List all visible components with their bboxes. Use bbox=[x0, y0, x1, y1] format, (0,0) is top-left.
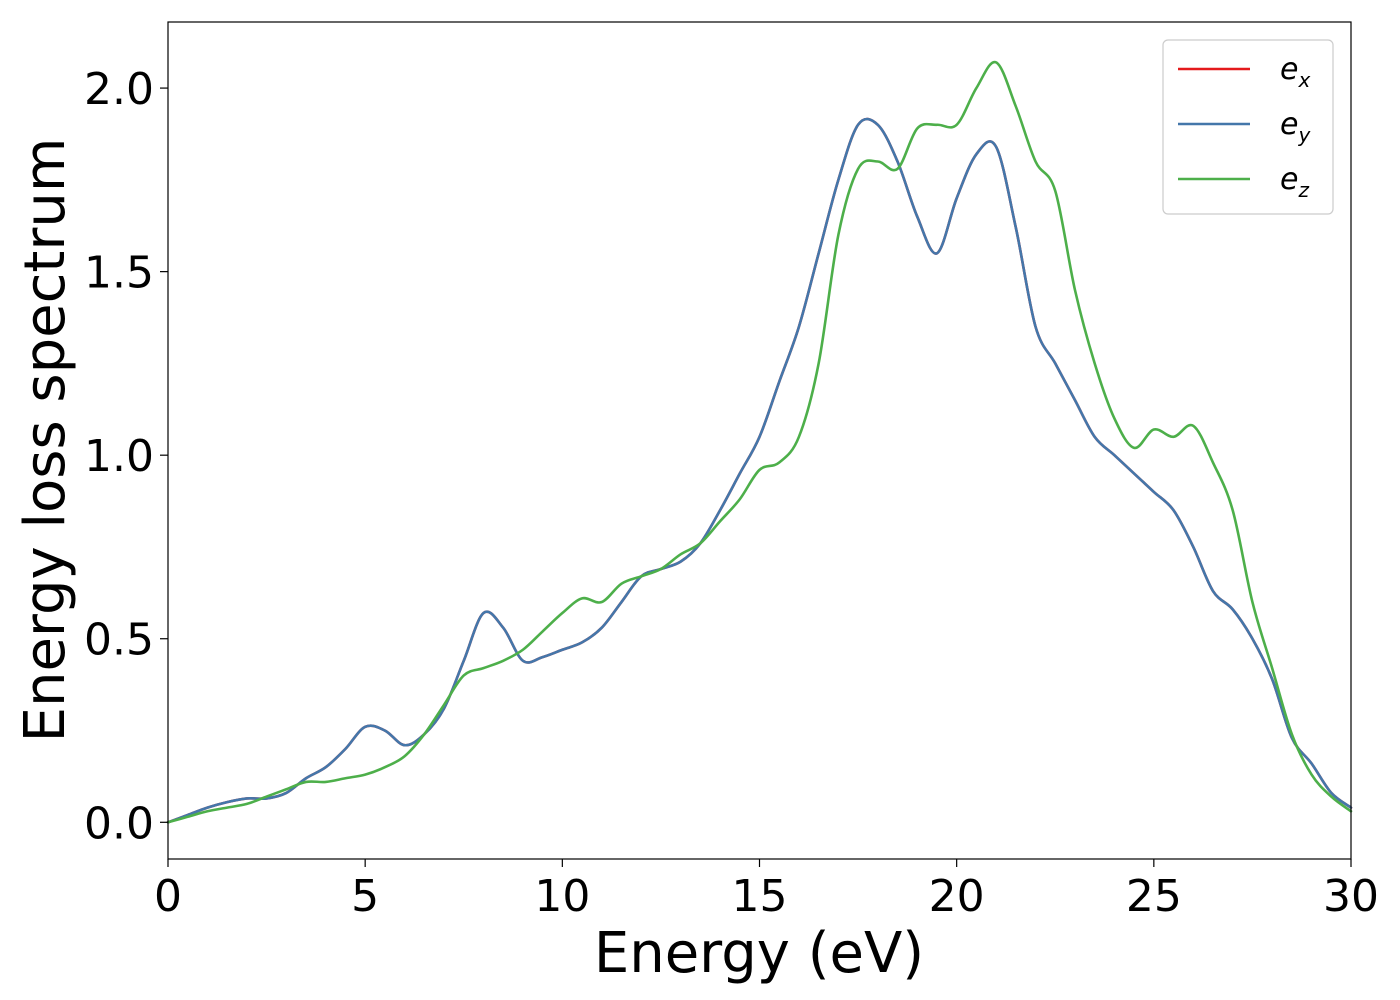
y-axis: 0.0 0.5 1.0 1.5 2.0 bbox=[84, 64, 168, 849]
series-line-y bbox=[166, 117, 1353, 824]
x-tick-label: 0 bbox=[154, 871, 182, 922]
x-axis: 0 5 10 15 20 25 30 bbox=[154, 859, 1379, 922]
y-tick-label: 0.5 bbox=[84, 615, 154, 666]
x-axis-title: Energy (eV) bbox=[594, 921, 924, 986]
y-tick-label: 0.0 bbox=[84, 798, 154, 849]
legend-box bbox=[1162, 39, 1334, 215]
y-tick-label: 1.0 bbox=[84, 431, 154, 482]
legend-label-y: ey bbox=[1280, 107, 1311, 147]
x-tick-label: 30 bbox=[1323, 871, 1379, 922]
x-tick-label: 10 bbox=[534, 871, 590, 922]
x-tick-label: 15 bbox=[732, 871, 788, 922]
x-tick-label: 20 bbox=[929, 871, 985, 922]
x-tick-label: 5 bbox=[351, 871, 379, 922]
legend-label-x: ex bbox=[1280, 52, 1310, 92]
x-tick-label: 25 bbox=[1126, 871, 1182, 922]
series-line-z bbox=[166, 60, 1353, 824]
y-axis-title: Energy loss spectrum bbox=[13, 138, 78, 743]
series-layer bbox=[166, 60, 1353, 824]
y-tick-label: 1.5 bbox=[84, 248, 154, 299]
y-tick-label: 2.0 bbox=[84, 64, 154, 115]
